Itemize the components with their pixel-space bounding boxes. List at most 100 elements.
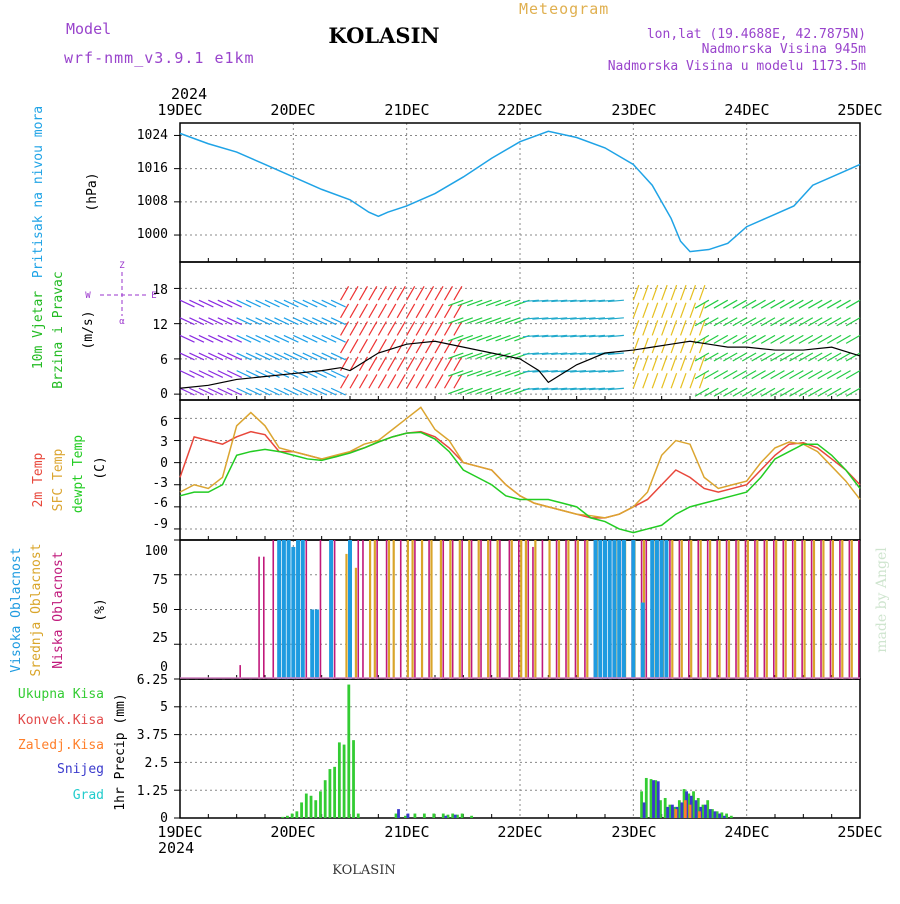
wind-arrow <box>495 387 511 395</box>
precip-bar-snow <box>656 781 660 818</box>
precip-bar-total <box>460 813 464 818</box>
cloud-bar-mid <box>756 540 759 679</box>
wind-arrow <box>732 370 747 380</box>
cloud-bar-low <box>697 540 700 679</box>
wind-arrow <box>579 317 596 320</box>
wind-arrow <box>694 317 710 327</box>
y-tick: 1016 <box>137 161 168 176</box>
cloud-bar-low <box>518 540 520 679</box>
wind-arrow <box>589 317 606 320</box>
wind-arrow <box>377 286 387 301</box>
wind-arrow <box>349 303 359 319</box>
wind-arrow <box>321 317 337 326</box>
wind-arrow <box>179 299 195 308</box>
wind-arrow <box>689 302 697 318</box>
wind-arrow <box>330 370 346 378</box>
wind-arrow <box>651 284 659 301</box>
wind-arrow <box>704 299 719 309</box>
cloud-bar-mid <box>496 540 499 679</box>
wind-speed-line <box>179 340 861 389</box>
cloud-bar-mid <box>737 540 740 679</box>
wind-arrow <box>236 370 252 378</box>
wind-arrow <box>522 352 539 356</box>
wind-arrow <box>321 352 337 361</box>
wind-arrow <box>751 352 766 362</box>
wind-arrow <box>698 302 706 318</box>
precip-bar-snow <box>397 809 400 818</box>
precip-bar-total <box>394 813 398 818</box>
wind-arrow <box>485 370 502 377</box>
wind-arrow <box>713 299 729 309</box>
cloud-bar-low <box>645 540 648 679</box>
x-tick-bottom: 23DEC <box>611 823 656 841</box>
wind-arrow <box>817 334 832 344</box>
wind-arrow <box>245 352 261 361</box>
wind-arrow <box>808 334 823 344</box>
wind-arrow <box>723 387 738 397</box>
wind-arrow <box>598 370 615 373</box>
precip-bar-total <box>413 813 417 818</box>
precip-bar-total <box>352 740 355 818</box>
wind-arrow <box>522 370 539 373</box>
wind-arrow <box>560 299 577 303</box>
wind-arrow <box>448 387 464 395</box>
wind-arrow <box>311 352 327 361</box>
wind-arrow <box>443 286 453 301</box>
cloud-bar-high <box>621 540 626 679</box>
wind-arrow <box>198 334 214 343</box>
cloud-bar-low <box>489 540 492 679</box>
wind-arrow <box>217 387 233 396</box>
precip-bar-total <box>342 744 346 818</box>
legend-freezing-rain: Zaledj.Kisa <box>18 738 104 753</box>
wind-arrow <box>741 334 757 344</box>
wind-arrow <box>607 299 624 303</box>
wind-arrow <box>642 355 649 371</box>
model-name: wrf-nmm_v3.9.1 e1km <box>64 49 255 67</box>
cloud-bar-low <box>376 540 378 679</box>
wind-arrow <box>798 334 814 344</box>
wind-arrow <box>845 352 861 362</box>
cloud-bar-mid <box>458 540 461 679</box>
precip-bar-total <box>432 813 436 818</box>
wind-arrow <box>817 299 832 309</box>
precip-bar-total <box>711 809 714 818</box>
wind-arrow <box>208 299 224 308</box>
wind-arrow <box>330 334 346 343</box>
wind-arrow <box>415 356 425 371</box>
cloud-bar-high <box>650 540 655 679</box>
y-tick: 1008 <box>137 194 168 209</box>
wind-arrow <box>457 352 473 360</box>
wind-arrow <box>457 317 473 324</box>
wind-arrow <box>387 374 397 389</box>
wind-arrow <box>541 317 558 320</box>
wind-arrow <box>245 370 261 378</box>
panel-frames <box>174 122 861 819</box>
wind-arrow <box>453 374 463 389</box>
cloud-bar-low <box>508 540 511 679</box>
wind-arrow <box>661 302 668 318</box>
wind-arrow <box>779 370 795 380</box>
wind-arrow <box>198 317 214 326</box>
precip-bar-total <box>304 793 308 818</box>
precip-bar-total <box>729 815 733 818</box>
temp-y-ticks: -9 -6 -3 0 3 6 <box>152 415 168 532</box>
wind-arrow <box>504 370 521 377</box>
cloud-bar-mid <box>449 540 452 679</box>
meteogram-label: Meteogram <box>519 0 609 18</box>
wind-arrow <box>808 299 823 309</box>
wind-arrow <box>377 338 387 354</box>
wind-arrow <box>434 303 444 319</box>
wind-arrow <box>679 355 687 371</box>
precip-bar-snow <box>666 806 670 818</box>
wind-arrow <box>274 317 290 326</box>
precip-bar-freezing <box>698 811 701 818</box>
wind-arrow <box>448 352 464 360</box>
wind-arrow <box>330 299 346 308</box>
wind-arrow <box>670 373 678 389</box>
precip-bar-total <box>333 766 337 818</box>
precip-ylabel: 1hr Precip (mm) <box>113 693 128 810</box>
wind-arrow <box>732 334 747 344</box>
cloud-bar-high <box>612 540 617 679</box>
wind-arrow <box>443 338 453 354</box>
cloud-bar-mid <box>803 540 806 679</box>
